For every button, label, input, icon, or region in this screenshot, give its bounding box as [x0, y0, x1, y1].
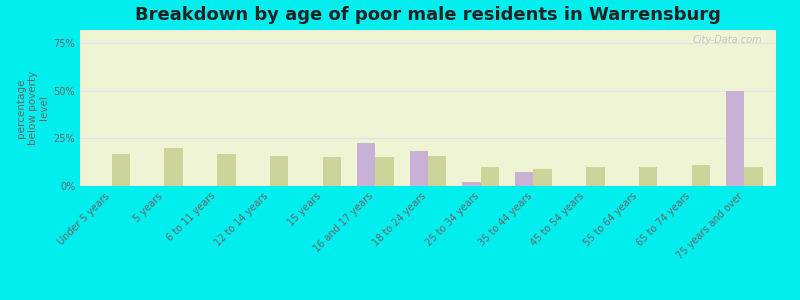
Bar	[726, 91, 744, 186]
Bar	[462, 182, 481, 186]
Y-axis label: percentage
below poverty
level: percentage below poverty level	[16, 71, 50, 145]
Bar	[639, 167, 658, 186]
Bar	[217, 154, 235, 186]
Bar	[586, 167, 605, 186]
Bar	[744, 167, 763, 186]
Bar	[515, 172, 534, 186]
Bar	[428, 156, 446, 186]
Title: Breakdown by age of poor male residents in Warrensburg: Breakdown by age of poor male residents …	[135, 6, 721, 24]
Text: City-Data.com: City-Data.com	[693, 35, 762, 45]
Bar	[410, 151, 428, 186]
Bar	[534, 169, 552, 186]
Bar	[692, 165, 710, 186]
Bar	[357, 143, 375, 186]
Bar	[112, 154, 130, 186]
Bar	[481, 167, 499, 186]
Bar	[270, 156, 288, 186]
Bar	[322, 158, 341, 186]
Bar	[375, 158, 394, 186]
Bar	[164, 148, 183, 186]
